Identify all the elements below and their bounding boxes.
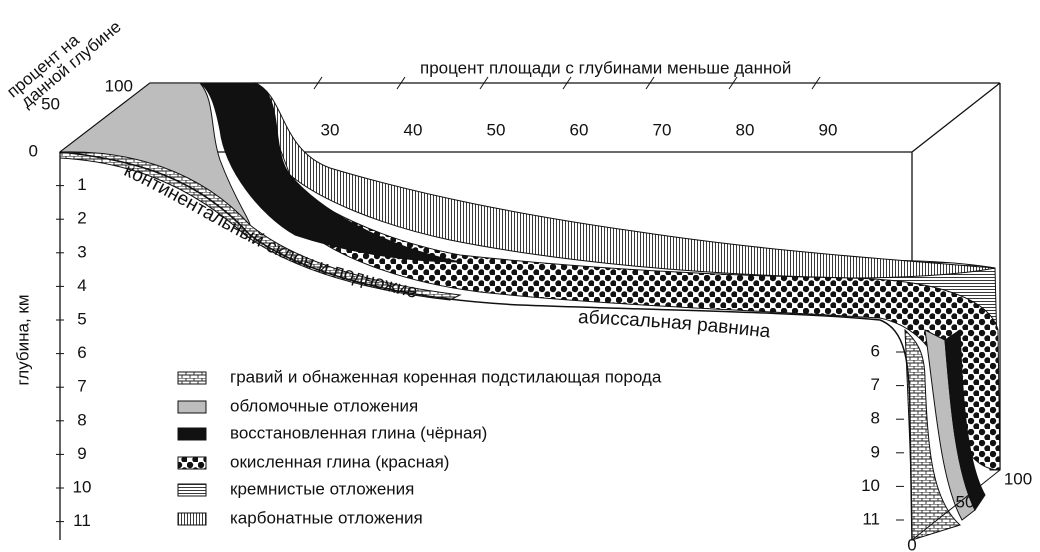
right-depth-tick-label: 9 [871,442,880,461]
depth-tick-label: 5 [77,309,86,328]
legend-label: обломочные отложения [230,396,418,415]
depth-axis-title: глубина, км [13,294,32,385]
right-percent-tick-label: 100 [1004,469,1032,488]
legend-label: гравий и обнаженная коренная подстилающа… [230,367,662,386]
legend-swatch [177,456,207,470]
right-bottom [911,469,1001,541]
gravel-layer-deep [904,328,961,541]
legend-swatch [177,427,207,441]
legend-label: восстановленная глина (чёрная) [230,423,487,442]
legend-label: кремнистые отложения [230,479,414,498]
top-tick [645,76,655,90]
gravel-layer [59,151,462,301]
depth-tick-label: 2 [77,209,86,228]
top-tick-label: 80 [736,120,755,139]
right-depth-tick-label: 6 [871,341,880,360]
right-percent-tick-label: 50 [956,492,975,511]
top-tick-label: 90 [819,120,838,139]
right-percent-tick-label: 0 [907,535,916,552]
legend-label: карбонатные отложения [230,508,423,527]
percent-tick-label: 50 [41,94,60,113]
top-tick [479,76,489,90]
legend-swatch [177,371,207,385]
frame [59,82,1001,470]
black-layer [198,82,461,263]
depth-tick-label: 3 [77,242,86,261]
right-depth-tick-label: 8 [871,409,880,428]
depth-tick-label: 9 [77,444,86,463]
layers [58,82,1001,541]
depth-tick-label: 8 [77,410,86,429]
top-axis-title: процент площади с глубинами меньше данно… [420,58,791,77]
top-tick [811,76,821,90]
right-depth-tick-label: 11 [862,509,880,528]
top-tick [396,76,406,90]
top-tick [313,76,323,90]
percent-tick-label: 100 [105,76,133,95]
legend-label: окисленная глина (красная) [230,452,449,471]
top-tick-label: 70 [653,120,672,139]
depth-tick-label: 4 [77,276,86,295]
dots-layer [269,169,1001,471]
depth-tick-label: 11 [73,511,91,530]
right-depth-tick-label: 7 [871,375,880,394]
legend-swatch [177,512,207,526]
top-tick-label: 60 [570,120,589,139]
depth-tick-label: 1 [77,175,86,194]
right-depth-tick-label: 10 [861,476,880,495]
top-tick-label: 30 [321,120,340,139]
black-layer-deep [944,329,986,511]
top-tick-label: 50 [487,120,506,139]
top-tick [562,76,572,90]
front-profile [59,151,913,541]
depth-tick-label: 7 [77,377,86,396]
depth-tick-label: 6 [77,343,86,362]
legend-swatch [177,483,207,497]
top-tick-label: 40 [404,120,423,139]
legend-swatch [177,400,207,414]
carbonate-layer [254,82,996,279]
percent-tick-label: 0 [29,141,38,160]
top-tick [728,76,738,90]
depth-tick-label: 10 [73,477,92,496]
